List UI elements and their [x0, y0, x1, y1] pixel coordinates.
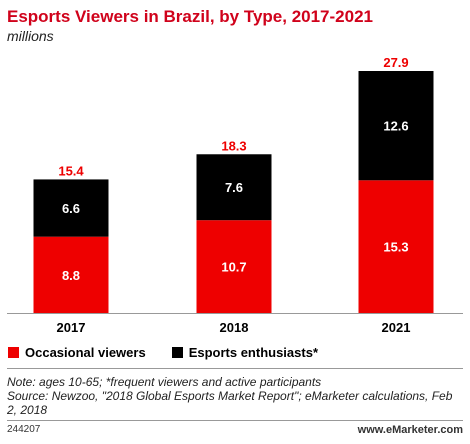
data-label-occasional-2017: 8.8 — [62, 268, 80, 283]
legend-swatch-enthusiasts — [171, 347, 183, 358]
legend: Occasional viewers Esports enthusiasts* — [8, 345, 344, 360]
bar-segment-enthusiasts-2021 — [358, 71, 434, 181]
footer-id: 244207 — [7, 424, 41, 435]
total-label-2017: 15.4 — [58, 163, 84, 178]
note-line: Note: ages 10-65; *frequent viewers and … — [7, 375, 322, 389]
legend-swatch-occasional — [8, 347, 19, 358]
x-tick-label-2017: 2017 — [57, 320, 86, 335]
legend-label-occasional: Occasional viewers — [25, 345, 146, 360]
data-label-enthusiasts-2021: 12.6 — [383, 119, 408, 134]
title-block: Esports Viewers in Brazil, by Type, 2017… — [7, 7, 373, 45]
bar-segment-enthusiasts-2017 — [33, 179, 109, 237]
legend-item-occasional: Occasional viewers — [8, 345, 146, 360]
total-label-2021: 27.9 — [383, 55, 408, 70]
divider-top — [7, 368, 463, 369]
chart-title: Esports Viewers in Brazil, by Type, 2017… — [7, 7, 373, 26]
x-tick-label-2021: 2021 — [382, 320, 411, 335]
data-label-enthusiasts-2017: 6.6 — [62, 201, 80, 216]
chart-subtitle: millions — [7, 28, 54, 44]
legend-item-enthusiasts: Esports enthusiasts* — [171, 345, 319, 360]
bar-segment-enthusiasts-2018 — [196, 154, 272, 221]
notes: Note: ages 10-65; *frequent viewers and … — [7, 375, 462, 417]
source-line: Source: Newzoo, "2018 Global Esports Mar… — [7, 389, 453, 417]
bar-segment-occasional-2018 — [196, 220, 272, 313]
legend-label-enthusiasts: Esports enthusiasts* — [188, 345, 319, 360]
data-label-occasional-2021: 15.3 — [383, 240, 408, 255]
x-tick-label-2018: 2018 — [220, 320, 249, 335]
bar-segment-occasional-2021 — [358, 180, 434, 313]
divider-bottom — [7, 420, 463, 421]
bar-segment-occasional-2017 — [33, 236, 109, 313]
data-label-enthusiasts-2018: 7.6 — [225, 180, 243, 195]
total-label-2018: 18.3 — [221, 138, 246, 153]
stacked-bar-chart: 8.8 6.6 15.4 2017 10.7 7.6 18.3 2018 15.3 12.6 27.… — [7, 55, 463, 335]
data-label-occasional-2018: 10.7 — [221, 260, 246, 275]
footer: 244207 www.eMarketer.com — [7, 424, 463, 436]
footer-brand: www.eMarketer.com — [357, 424, 463, 436]
